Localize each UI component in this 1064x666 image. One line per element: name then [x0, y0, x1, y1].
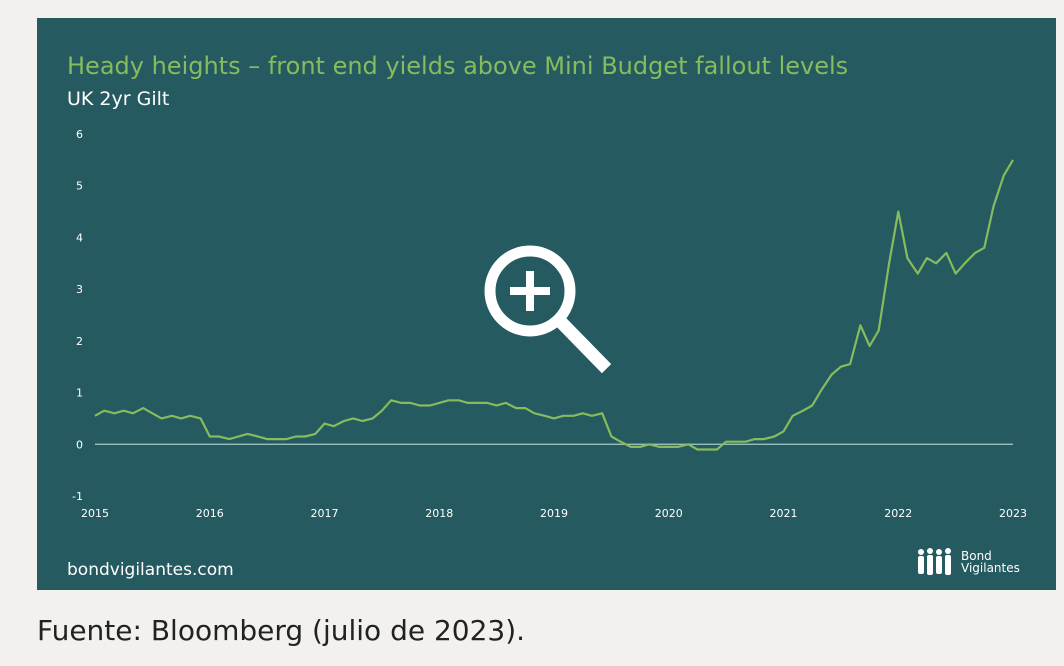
- y-tick-label: 6: [76, 128, 83, 141]
- y-tick-label: 1: [76, 387, 83, 400]
- series-line-uk-2yr-gilt: [94, 159, 1014, 451]
- y-tick-label: 5: [76, 180, 83, 193]
- source-caption: Fuente: Bloomberg (julio de 2023).: [37, 614, 526, 647]
- brand-line-2: Vigilantes: [961, 561, 1020, 575]
- brand-name: Bond Vigilantes: [961, 550, 1020, 574]
- bond-vigilantes-logo: Bond Vigilantes: [915, 546, 1045, 580]
- y-tick-label: 2: [76, 335, 83, 348]
- y-tick-label: 4: [76, 231, 83, 244]
- x-tick-label: 2023: [999, 507, 1027, 520]
- x-tick-label: 2020: [655, 507, 683, 520]
- y-axis: -1 0 1 2 3 4 5 6: [72, 128, 83, 503]
- chart-panel: Heady heights – front end yields above M…: [37, 18, 1056, 590]
- chart-title: Heady heights – front end yields above M…: [67, 52, 849, 80]
- y-tick-label: -1: [72, 490, 83, 503]
- x-tick-label: 2021: [770, 507, 798, 520]
- brand-line-1: Bond: [961, 549, 992, 563]
- x-tick-label: 2017: [311, 507, 339, 520]
- x-axis: 2015 2016 2017 2018 2019 2020 2021 2022 2023: [81, 507, 1027, 520]
- chart-subtitle: UK 2yr Gilt: [67, 88, 170, 110]
- x-tick-label: 2015: [81, 507, 109, 520]
- people-silhouette-icon: [918, 548, 951, 575]
- magnifier-plus-icon[interactable]: [484, 245, 612, 374]
- x-tick-label: 2016: [196, 507, 224, 520]
- y-tick-label: 3: [76, 283, 83, 296]
- x-tick-label: 2022: [884, 507, 912, 520]
- x-tick-label: 2018: [425, 507, 453, 520]
- y-tick-label: 0: [76, 438, 83, 451]
- x-tick-label: 2019: [540, 507, 568, 520]
- footer-site-link[interactable]: bondvigilantes.com: [67, 560, 234, 580]
